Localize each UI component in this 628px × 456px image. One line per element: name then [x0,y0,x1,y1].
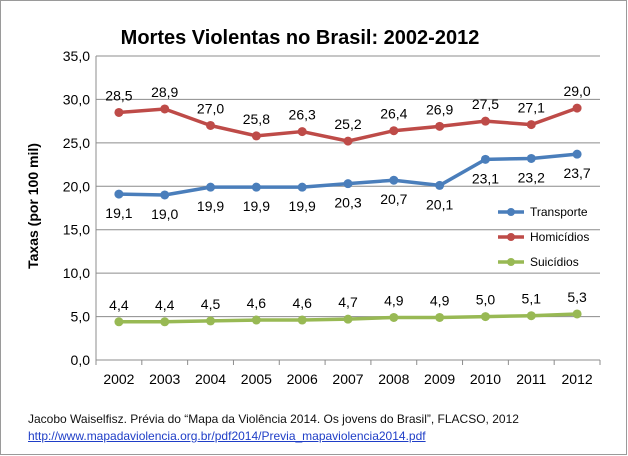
y-axis-label: Taxas (por 100 mil) [25,143,41,269]
data-label: 20,7 [380,191,407,207]
data-label: 19,0 [151,206,178,222]
data-point [572,309,582,319]
x-tick-label: 2004 [195,371,226,387]
data-label: 5,0 [476,292,496,308]
data-point [389,126,399,136]
y-tick-label: 0,0 [71,352,91,368]
chart-title: Mortes Violentas no Brasil: 2002-2012 [121,27,480,49]
data-point [526,120,536,130]
data-point [206,120,216,130]
data-point [480,116,490,126]
data-point [160,104,170,114]
data-label: 23,2 [518,169,545,185]
data-point [343,314,353,324]
data-label: 4,9 [430,292,450,308]
x-tick-label: 2009 [424,371,455,387]
data-point [206,182,216,192]
x-tick-label: 2012 [562,371,593,387]
data-label: 4,7 [338,294,358,310]
data-point [114,189,124,199]
y-tick-label: 10,0 [63,265,90,281]
data-label: 27,0 [197,100,224,116]
data-point [480,312,490,322]
y-tick-label: 20,0 [63,178,90,194]
data-label: 4,6 [292,295,312,311]
data-label: 20,1 [426,196,453,212]
data-point [526,311,536,321]
data-point [435,180,445,190]
legend-label: Transporte [530,205,588,219]
data-label: 19,1 [105,205,132,221]
data-point [297,182,307,192]
data-point [206,316,216,326]
data-label: 28,5 [105,87,132,103]
x-tick-label: 2007 [332,371,363,387]
data-point [389,175,399,185]
data-label: 27,1 [518,100,545,116]
data-label: 26,4 [380,106,407,122]
source-link[interactable]: http://www.mapadaviolencia.org.br/pdf201… [28,429,426,443]
data-point [572,103,582,113]
data-label: 26,9 [426,101,453,117]
data-point [343,136,353,146]
data-point [526,153,536,163]
data-point [160,190,170,200]
data-point [160,317,170,327]
data-label: 20,3 [334,195,361,211]
data-label: 25,2 [334,116,361,132]
data-label: 26,3 [289,107,316,123]
source-citation: Jacobo Waiselfisz. Prévia do “Mapa da Vi… [28,412,519,426]
x-tick-label: 2005 [241,371,272,387]
data-label: 23,1 [472,170,499,186]
data-label: 4,4 [155,297,175,313]
data-point [297,315,307,325]
y-tick-label: 5,0 [71,309,91,325]
legend-label: Homicídios [530,230,589,244]
data-label: 19,9 [243,198,270,214]
data-point [251,315,261,325]
data-label: 28,9 [151,84,178,100]
data-point [251,182,261,192]
data-point [114,317,124,327]
y-tick-label: 15,0 [63,222,90,238]
data-point [572,149,582,159]
legend-marker [507,208,515,216]
data-label: 5,1 [522,291,542,307]
data-label: 4,9 [384,292,404,308]
data-label: 27,5 [472,96,499,112]
data-point [480,154,490,164]
x-tick-label: 2006 [287,371,318,387]
legend-marker [507,233,515,241]
data-point [435,121,445,131]
data-label: 4,4 [109,297,129,313]
data-label: 23,7 [563,165,590,181]
data-label: 19,9 [289,198,316,214]
series-line [117,152,579,197]
x-tick-label: 2003 [149,371,180,387]
x-tick-label: 2002 [103,371,134,387]
data-label: 25,8 [243,111,270,127]
legend-label: Suicídios [530,255,579,269]
data-point [389,312,399,322]
y-tick-label: 35,0 [63,48,90,64]
data-point [343,179,353,189]
data-point [251,131,261,141]
legend-marker [507,258,515,266]
x-tick-label: 2011 [516,371,546,387]
data-label: 5,3 [567,289,587,305]
data-point [114,107,124,117]
x-tick-label: 2010 [470,371,501,387]
data-point [297,127,307,137]
y-tick-label: 30,0 [63,91,90,107]
data-label: 4,5 [201,296,221,312]
data-point [435,312,445,322]
data-label: 4,6 [247,295,267,311]
data-label: 29,0 [563,83,590,99]
x-tick-label: 2008 [378,371,409,387]
y-tick-label: 25,0 [63,135,90,151]
data-label: 19,9 [197,198,224,214]
